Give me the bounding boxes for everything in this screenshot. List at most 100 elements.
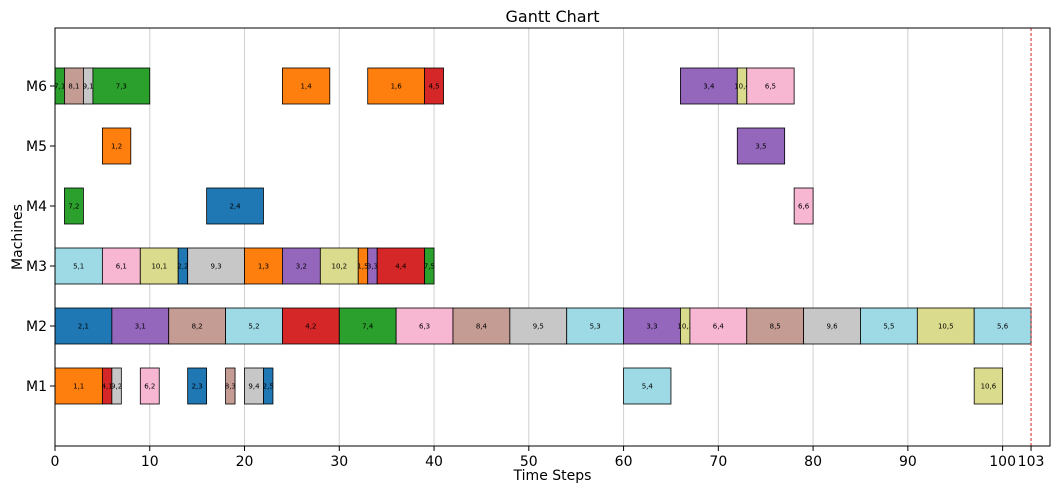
x-tick-label: 90 bbox=[899, 454, 917, 470]
task-label: 2,3 bbox=[192, 383, 203, 391]
task-bar-group: 6,6 bbox=[793, 187, 814, 225]
task-label: 9,1 bbox=[83, 83, 94, 91]
y-tick-label-m6: M6 bbox=[26, 79, 47, 95]
y-tick-label-m1: M1 bbox=[26, 379, 47, 395]
task-bar-group: 3,3 bbox=[623, 307, 681, 345]
task-bar-group: 2,5 bbox=[263, 367, 274, 405]
x-tick-label: 50 bbox=[520, 454, 538, 470]
task-bar-group: 6,5 bbox=[746, 67, 795, 105]
task-label: 7,4 bbox=[362, 323, 374, 331]
x-tick-label: 0 bbox=[51, 454, 60, 470]
task-bar bbox=[746, 67, 795, 105]
task-bar-group: 2,4 bbox=[206, 187, 264, 225]
task-label: 4,1 bbox=[102, 383, 113, 391]
task-bar-group: 3,2 bbox=[282, 247, 321, 285]
task-bar bbox=[206, 187, 264, 225]
x-axis-ticks: 0 10 20 30 40 50 60 70 80 90 100 103 bbox=[51, 446, 1044, 470]
task-bar bbox=[139, 247, 179, 285]
task-label: 2,2 bbox=[177, 263, 188, 271]
task-bar-group: 5,5 bbox=[860, 307, 918, 345]
task-bar-group: 7,2 bbox=[64, 187, 84, 225]
task-label: 9,5 bbox=[533, 323, 544, 331]
task-bar bbox=[509, 307, 568, 345]
task-bar bbox=[860, 307, 918, 345]
task-label: 2,1 bbox=[78, 323, 89, 331]
task-label: 3,1 bbox=[135, 323, 146, 331]
task-label: 10,4 bbox=[734, 83, 750, 91]
task-bar-group: 5,3 bbox=[566, 307, 624, 345]
task-label: 4,4 bbox=[395, 263, 407, 271]
task-bar bbox=[244, 247, 283, 285]
task-bar-group: 2,3 bbox=[187, 367, 208, 405]
task-label: 6,4 bbox=[713, 323, 725, 331]
task-bar-group: 9,6 bbox=[803, 307, 861, 345]
task-label: 10,2 bbox=[331, 263, 347, 271]
plot-frame bbox=[54, 27, 1051, 447]
task-bar-group: 9,5 bbox=[509, 307, 568, 345]
task-bar bbox=[973, 367, 1004, 405]
task-bar bbox=[101, 127, 132, 165]
task-bar bbox=[367, 67, 425, 105]
task-bar-group: 3,4 bbox=[680, 67, 738, 105]
task-bar-group: 3,1 bbox=[111, 307, 170, 345]
task-bar bbox=[282, 307, 340, 345]
task-label: 1,6 bbox=[391, 83, 403, 91]
task-bar-group: 8,4 bbox=[452, 307, 511, 345]
task-bar bbox=[338, 307, 397, 345]
task-bars: 1,1 4,19,2 6,2 2,3 8,3 9,4 2,5 5,4 10,6 2,1 3,1 8,2… bbox=[54, 67, 1032, 405]
task-label: 2,4 bbox=[229, 203, 241, 211]
task-label: 7,1 bbox=[54, 83, 65, 91]
task-bar bbox=[689, 307, 748, 345]
task-label: 5,6 bbox=[997, 323, 1009, 331]
y-axis-ticks: M1 M2 M3 M4 M5 M6 bbox=[26, 79, 55, 395]
task-label: 9,4 bbox=[248, 383, 260, 391]
task-bar-group: 1,3 bbox=[244, 247, 283, 285]
task-bar-group: 6,3 bbox=[395, 307, 454, 345]
task-bar-group: 6,2 bbox=[139, 367, 160, 405]
task-label: 5,3 bbox=[590, 323, 601, 331]
x-tick-label: 60 bbox=[615, 454, 633, 470]
task-label: 1,5 bbox=[357, 263, 368, 271]
task-bar-group: 1,1 bbox=[54, 367, 103, 405]
task-label: 8,2 bbox=[192, 323, 203, 331]
task-label: 8,5 bbox=[770, 323, 781, 331]
task-bar bbox=[282, 67, 331, 105]
task-label: 9,6 bbox=[826, 323, 838, 331]
task-label: 6,6 bbox=[798, 203, 810, 211]
task-label: 3,4 bbox=[703, 83, 715, 91]
task-bar bbox=[424, 247, 435, 285]
task-label: 9,3 bbox=[211, 263, 222, 271]
task-bar bbox=[225, 367, 236, 405]
task-label: 4,2 bbox=[305, 323, 316, 331]
task-bar-group: 3,3 bbox=[367, 247, 378, 285]
task-bar-group: 4,5 bbox=[424, 67, 444, 105]
task-bar bbox=[623, 367, 672, 405]
x-axis-label: Time Steps bbox=[513, 468, 592, 484]
task-bar bbox=[424, 67, 444, 105]
task-bar-group: 8,5 bbox=[746, 307, 805, 345]
task-label: 3,5 bbox=[755, 143, 766, 151]
x-tick-label: 10 bbox=[141, 454, 159, 470]
task-label: 7,3 bbox=[116, 83, 127, 91]
task-bar bbox=[566, 307, 624, 345]
x-tick-label: 70 bbox=[709, 454, 727, 470]
task-bar-group: 5,4 bbox=[623, 367, 672, 405]
task-bar bbox=[746, 307, 805, 345]
task-bar bbox=[111, 307, 170, 345]
task-bar-group: 1,2 bbox=[101, 127, 132, 165]
task-bar bbox=[64, 187, 84, 225]
task-label: 10,3 bbox=[677, 323, 693, 331]
task-bar bbox=[736, 127, 786, 165]
task-bar-group: 7,1 bbox=[54, 67, 65, 105]
task-bar-group: 8,3 bbox=[225, 367, 236, 405]
task-label: 1,3 bbox=[258, 263, 269, 271]
task-label: 10,1 bbox=[151, 263, 167, 271]
task-bar-group: 9,3 bbox=[187, 247, 245, 285]
task-label: 10,5 bbox=[938, 323, 954, 331]
task-bar-group: 4,4 bbox=[376, 247, 425, 285]
x-tick-label: 20 bbox=[236, 454, 254, 470]
task-bar bbox=[376, 247, 425, 285]
task-bar-group: 5,6 bbox=[973, 307, 1032, 345]
task-bar bbox=[111, 367, 122, 405]
